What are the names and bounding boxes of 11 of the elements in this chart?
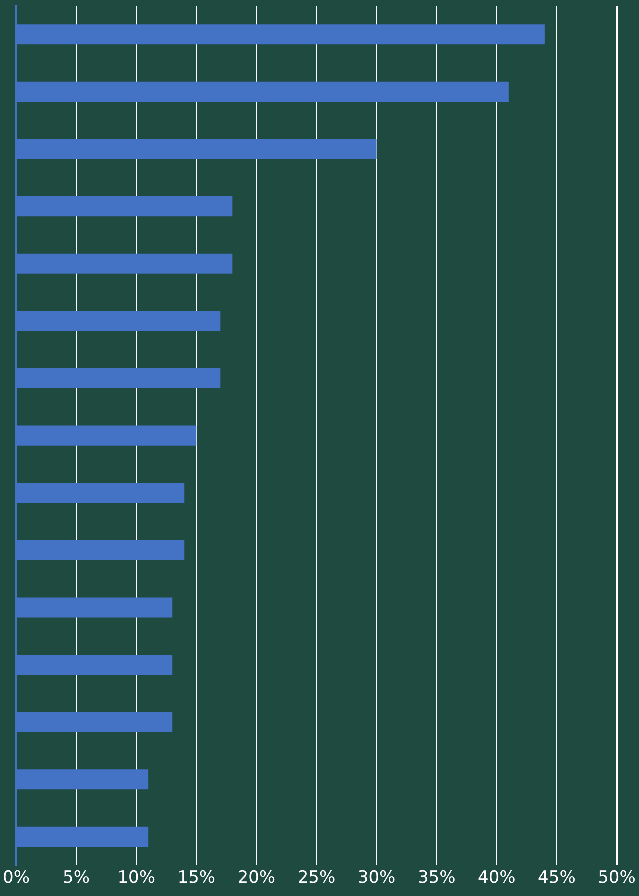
x-tick-label: 35% xyxy=(418,868,456,888)
x-tick-label: 25% xyxy=(298,868,336,888)
x-tick-label: 30% xyxy=(358,868,396,888)
x-tick-label: 20% xyxy=(238,868,276,888)
x-tick-label: 15% xyxy=(178,868,216,888)
x-tick-label: 45% xyxy=(538,868,576,888)
x-tick-label: 5% xyxy=(63,868,90,888)
x-tick-label: 0% xyxy=(2,868,30,888)
x-tick-label: 10% xyxy=(118,868,156,888)
x-tick-label: 50% xyxy=(598,868,636,888)
x-tick-label: 40% xyxy=(478,868,516,888)
